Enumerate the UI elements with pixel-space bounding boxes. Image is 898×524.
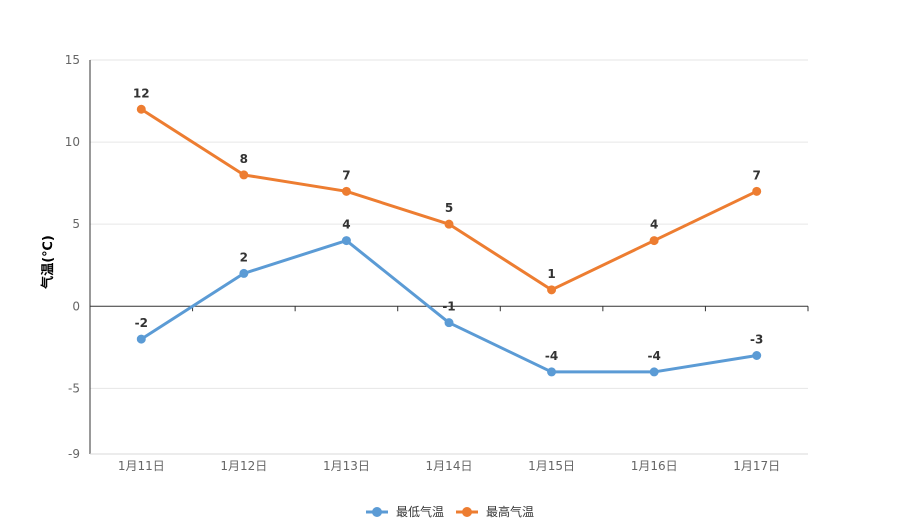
data-label: 5 [445, 201, 453, 215]
data-label: -2 [135, 316, 148, 330]
data-point[interactable] [547, 367, 557, 377]
y-axis-title: 气温(℃) [40, 235, 56, 289]
data-label: 7 [753, 168, 761, 182]
data-label: 7 [342, 168, 350, 182]
legend-item-1[interactable]: 最高气温 [456, 504, 534, 519]
legend-marker [462, 507, 472, 517]
series-layer [136, 104, 762, 377]
data-label: -4 [545, 349, 558, 363]
data-label: -4 [647, 349, 660, 363]
x-tick-label: 1月14日 [426, 459, 473, 473]
legend-label: 最高气温 [486, 504, 534, 519]
data-label: 8 [240, 152, 248, 166]
legend-label: 最低气温 [396, 504, 444, 519]
data-label: -1 [442, 300, 455, 314]
data-point[interactable] [649, 367, 659, 377]
data-label: 4 [342, 218, 350, 232]
data-point[interactable] [239, 268, 249, 278]
data-point[interactable] [341, 186, 351, 196]
data-point[interactable] [136, 334, 146, 344]
legend-marker [372, 507, 382, 517]
y-tick-label: 0 [72, 299, 80, 313]
data-point[interactable] [239, 170, 249, 180]
legend-item-0[interactable]: 最低气温 [366, 504, 444, 519]
data-point[interactable] [341, 236, 351, 246]
data-label: 1 [547, 267, 555, 281]
x-tick-label: 1月12日 [220, 459, 267, 473]
legend[interactable]: 最低气温 最高气温 [366, 504, 534, 519]
y-tick-label: 15 [65, 53, 80, 67]
x-tick-label: 1月11日 [118, 459, 165, 473]
data-label: -3 [750, 333, 763, 347]
x-tick-label: 1月13日 [323, 459, 370, 473]
x-tick-label: 1月17日 [733, 459, 780, 473]
y-tick-label: -9 [68, 447, 80, 461]
data-label-layer: -2 2 4 -1 -4 -4 -3 12 8 7 5 1 4 7 [133, 86, 763, 363]
y-tick-label: 5 [72, 217, 80, 231]
x-tick-label: 1月15日 [528, 459, 575, 473]
data-point[interactable] [649, 236, 659, 246]
data-point[interactable] [547, 285, 557, 295]
x-tick-label: 1月16日 [631, 459, 678, 473]
data-point[interactable] [136, 104, 146, 114]
data-label: 4 [650, 218, 658, 232]
y-tick-label: -5 [68, 381, 80, 395]
data-label: 2 [240, 250, 248, 264]
series-line-1 [139, 107, 759, 292]
data-point[interactable] [752, 351, 762, 360]
data-point[interactable] [444, 318, 454, 328]
y-tick-label: 10 [65, 135, 80, 149]
data-point[interactable] [752, 186, 762, 196]
data-point[interactable] [444, 219, 454, 229]
data-label: 12 [133, 86, 150, 100]
